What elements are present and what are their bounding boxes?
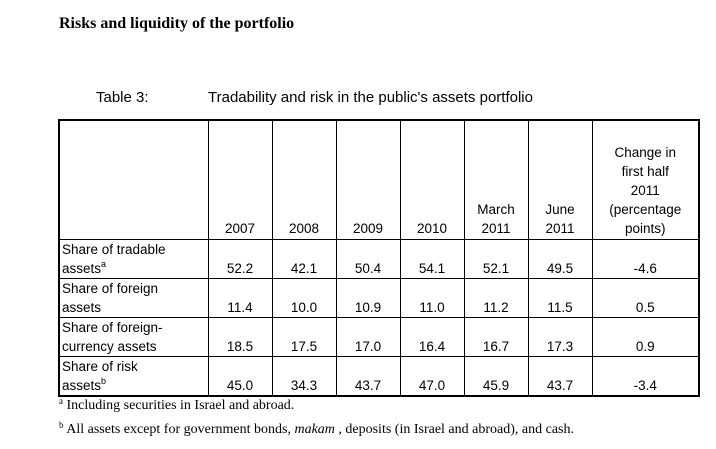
column-header-line: 2007 xyxy=(224,221,256,236)
column-header-line: March xyxy=(477,202,515,217)
column-header-line: 2009 xyxy=(352,221,384,236)
column-header-2010: 2010 xyxy=(399,119,465,240)
table-cell: 11.5 xyxy=(527,278,593,318)
table-row-foreign-currency-assets: Share of foreign-currency assets 18.5 17… xyxy=(58,317,700,357)
footnote-marker: b xyxy=(101,376,107,386)
table-cell: 43.7 xyxy=(335,356,401,397)
table-row-foreign-assets: Share of foreign assets 11.4 10.0 10.9 11… xyxy=(58,278,700,318)
table-cell: 10.0 xyxy=(271,278,337,318)
table-number-label: Table 3: xyxy=(96,89,149,106)
table-cell: -3.4 xyxy=(591,356,700,397)
table-cell: 43.7 xyxy=(527,356,593,397)
table-row-tradable-assets: Share of tradable assetsa 52.2 42.1 50.4 … xyxy=(58,239,700,279)
row-label: Share of risk assetsb xyxy=(58,356,209,397)
table-cell: 11.0 xyxy=(399,278,465,318)
table-cell: 45.0 xyxy=(207,356,273,397)
table-cell: 16.4 xyxy=(399,317,465,357)
footnote-italic-term: makam xyxy=(294,422,335,437)
table-cell: 18.5 xyxy=(207,317,273,357)
row-label: Share of foreign assets xyxy=(58,278,209,318)
column-header-june-2011: June 2011 xyxy=(527,119,593,240)
section-heading: Risks and liquidity of the portfolio xyxy=(59,15,295,32)
table-cell: 49.5 xyxy=(527,239,593,279)
column-header-line: Change in xyxy=(614,145,677,160)
footnote-marker: b xyxy=(59,420,64,430)
column-header-line: first half xyxy=(621,164,669,179)
table-cell: 54.1 xyxy=(399,239,465,279)
column-header-line: points) xyxy=(624,221,666,236)
column-header-line: 2011 xyxy=(481,221,511,236)
table-cell: 45.9 xyxy=(463,356,529,397)
table-cell: 47.0 xyxy=(399,356,465,397)
table-cell: 10.9 xyxy=(335,278,401,318)
footnote-b: b All assets except for government bonds… xyxy=(59,420,574,438)
table-cell: 52.2 xyxy=(207,239,273,279)
footnote-marker: a xyxy=(59,396,63,406)
footnote-text: Including securities in Israel and abroa… xyxy=(63,398,295,413)
table-cell: 17.0 xyxy=(335,317,401,357)
header-corner-cell xyxy=(58,119,209,240)
row-label: Share of tradable assetsa xyxy=(58,239,209,279)
footnote-text: , deposits (in Israel and abroad), and c… xyxy=(334,422,574,437)
row-label: Share of foreign-currency assets xyxy=(58,317,209,357)
column-header-line: 2008 xyxy=(288,221,320,236)
column-header-line: 2010 xyxy=(416,221,448,236)
column-header-line: 2011 xyxy=(545,221,575,236)
table-cell: 34.3 xyxy=(271,356,337,397)
table-cell: 50.4 xyxy=(335,239,401,279)
table-cell: 17.3 xyxy=(527,317,593,357)
column-header-2007: 2007 xyxy=(207,119,273,240)
table-header-row: 2007 2008 2009 2010 March 2011 June 2011… xyxy=(58,119,700,240)
column-header-change-first-half-2011: Change in first half 2011 (percentage po… xyxy=(591,119,700,240)
table-cell: 52.1 xyxy=(463,239,529,279)
table-cell: 17.5 xyxy=(271,317,337,357)
table-cell: 42.1 xyxy=(271,239,337,279)
column-header-line: 2011 xyxy=(630,183,660,198)
column-header-2008: 2008 xyxy=(271,119,337,240)
table-cell: 0.9 xyxy=(591,317,700,357)
table-title: Tradability and risk in the public's ass… xyxy=(208,89,533,106)
table-cell: 11.2 xyxy=(463,278,529,318)
footnote-marker: a xyxy=(101,259,107,269)
column-header-march-2011: March 2011 xyxy=(463,119,529,240)
table-cell: -4.6 xyxy=(591,239,700,279)
column-header-line: (percentage xyxy=(609,202,682,217)
column-header-2009: 2009 xyxy=(335,119,401,240)
portfolio-risk-table: 2007 2008 2009 2010 March 2011 June 2011… xyxy=(58,119,700,397)
table-cell: 16.7 xyxy=(463,317,529,357)
footnote-text: All assets except for government bonds, xyxy=(63,422,295,437)
footnote-a: a Including securities in Israel and abr… xyxy=(59,396,295,414)
table-row-risk-assets: Share of risk assetsb 45.0 34.3 43.7 47.0… xyxy=(58,356,700,397)
column-header-line: June xyxy=(545,202,575,217)
table-cell: 11.4 xyxy=(207,278,273,318)
table-cell: 0.5 xyxy=(591,278,700,318)
